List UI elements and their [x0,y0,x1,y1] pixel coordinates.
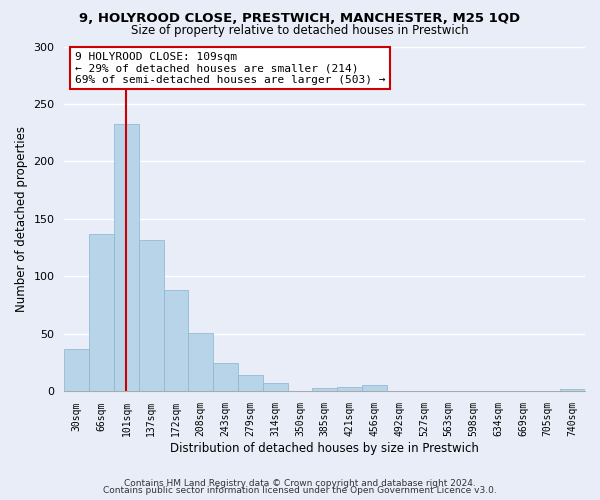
Text: 9, HOLYROOD CLOSE, PRESTWICH, MANCHESTER, M25 1QD: 9, HOLYROOD CLOSE, PRESTWICH, MANCHESTER… [79,12,521,26]
Text: Contains public sector information licensed under the Open Government Licence v3: Contains public sector information licen… [103,486,497,495]
Bar [263,384,287,392]
Bar [560,389,585,392]
Bar [362,384,386,392]
Y-axis label: Number of detached properties: Number of detached properties [15,126,28,312]
Bar [139,240,164,392]
Bar [64,349,89,392]
Text: 9 HOLYROOD CLOSE: 109sqm
← 29% of detached houses are smaller (214)
69% of semi-: 9 HOLYROOD CLOSE: 109sqm ← 29% of detach… [75,52,385,85]
Text: Size of property relative to detached houses in Prestwich: Size of property relative to detached ho… [131,24,469,37]
X-axis label: Distribution of detached houses by size in Prestwich: Distribution of detached houses by size … [170,442,479,455]
Text: Contains HM Land Registry data © Crown copyright and database right 2024.: Contains HM Land Registry data © Crown c… [124,478,476,488]
Bar [89,234,114,392]
Bar [313,388,337,392]
Bar [188,333,213,392]
Bar [164,290,188,392]
Bar [238,376,263,392]
Bar [337,387,362,392]
Bar [114,124,139,392]
Bar [213,362,238,392]
